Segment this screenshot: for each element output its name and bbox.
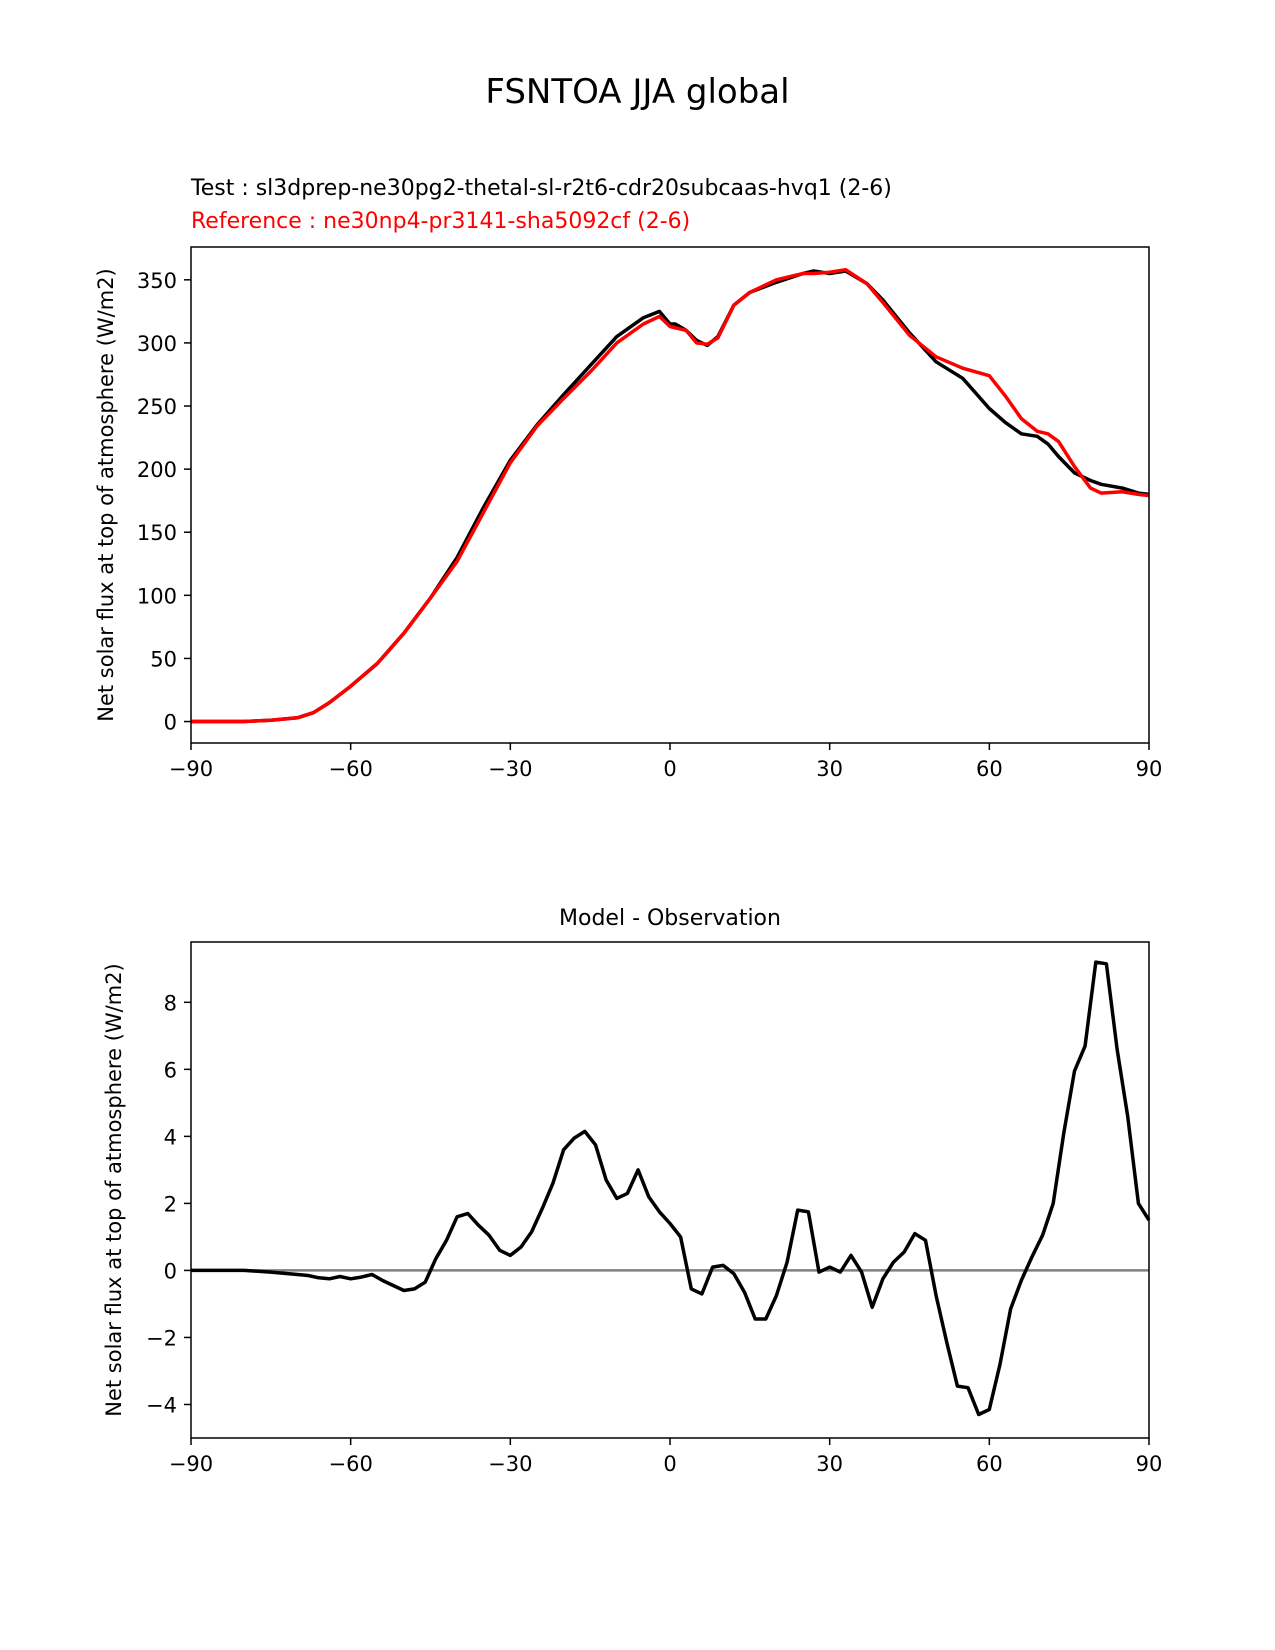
bottom-x-tick-label: −60 bbox=[329, 1452, 373, 1476]
bottom-y-tick-label: 8 bbox=[164, 991, 177, 1015]
bottom-y-tick-label: −4 bbox=[146, 1393, 177, 1417]
bottom-y-tick-label: −2 bbox=[146, 1326, 177, 1350]
top-y-tick-label: 300 bbox=[137, 332, 177, 356]
top-x-tick-label: −90 bbox=[169, 757, 213, 781]
bottom-x-tick-label: −30 bbox=[488, 1452, 532, 1476]
bottom-x-tick-label: 0 bbox=[663, 1452, 676, 1476]
test-label: Test : sl3dprep-ne30pg2-thetal-sl-r2t6-c… bbox=[191, 176, 892, 201]
difference-plot-title: Model - Observation bbox=[559, 906, 781, 931]
bottom-y-tick-label: 0 bbox=[164, 1259, 177, 1283]
top-x-tick-label: 0 bbox=[663, 757, 676, 781]
top-x-tick-label: 90 bbox=[1136, 757, 1163, 781]
top-y-tick-label: 350 bbox=[137, 269, 177, 293]
top-x-tick-label: −30 bbox=[488, 757, 532, 781]
top-series-line-0 bbox=[191, 269, 1150, 724]
top-y-tick-label: 100 bbox=[137, 584, 177, 608]
bottom-y-tick-label: 2 bbox=[164, 1192, 177, 1216]
bottom-x-tick-label: 30 bbox=[816, 1452, 843, 1476]
top-x-tick-label: 60 bbox=[976, 757, 1003, 781]
top-series-line-1 bbox=[191, 267, 1150, 724]
bottom-y-tick-label: 4 bbox=[164, 1125, 177, 1149]
bottom-x-tick-label: −90 bbox=[169, 1452, 213, 1476]
figure-title: FSNTOA JJA global bbox=[485, 72, 790, 112]
bottom-axes-frame bbox=[190, 941, 1150, 1439]
bottom-y-axis-label: Net solar flux at top of atmosphere (W/m… bbox=[102, 963, 126, 1416]
top-x-tick-label: −60 bbox=[329, 757, 373, 781]
bottom-x-tick-label: 60 bbox=[976, 1452, 1003, 1476]
top-y-tick-label: 150 bbox=[137, 521, 177, 545]
reference-label: Reference : ne30np4-pr3141-sha5092cf (2-… bbox=[191, 209, 691, 234]
top-y-tick-label: 0 bbox=[164, 711, 177, 735]
top-y-tick-label: 50 bbox=[150, 647, 177, 671]
top-y-axis-label: Net solar flux at top of atmosphere (W/m… bbox=[94, 268, 118, 721]
top-x-tick-label: 30 bbox=[816, 757, 843, 781]
top-y-tick-label: 250 bbox=[137, 395, 177, 419]
bottom-x-tick-label: 90 bbox=[1136, 1452, 1163, 1476]
bottom-series-line-0 bbox=[191, 960, 1151, 1417]
top-y-tick-label: 200 bbox=[137, 458, 177, 482]
bottom-y-tick-label: 6 bbox=[164, 1058, 177, 1082]
